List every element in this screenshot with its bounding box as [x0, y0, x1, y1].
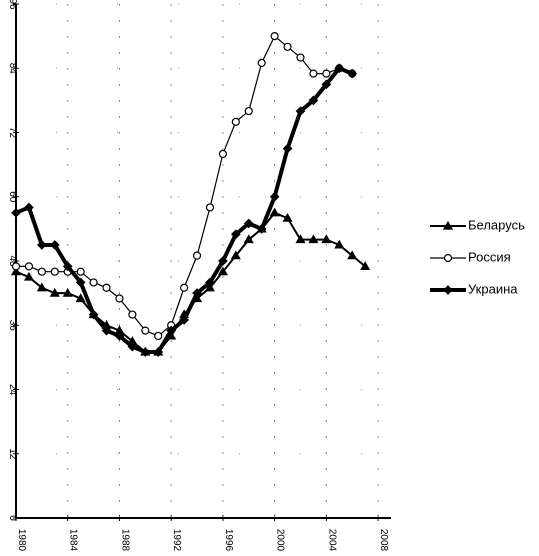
point	[114, 331, 125, 341]
point	[218, 256, 228, 266]
y-tick-label: 72	[7, 127, 18, 139]
point	[321, 79, 332, 90]
legend-label: Беларусь	[468, 217, 525, 232]
point	[231, 117, 240, 126]
point	[49, 287, 60, 297]
point	[166, 325, 177, 336]
point	[296, 53, 305, 62]
point	[11, 207, 21, 218]
point	[204, 282, 215, 292]
x-tick-label: 1992	[171, 529, 182, 552]
point	[322, 69, 331, 78]
point	[283, 42, 292, 51]
point	[192, 288, 202, 298]
x-tick-label: 1980	[16, 529, 27, 552]
point	[334, 63, 345, 74]
point	[205, 203, 215, 212]
x-tick-label: 2000	[275, 529, 286, 552]
point	[102, 283, 111, 292]
x-tick-label: 1988	[119, 529, 130, 552]
point	[62, 261, 73, 272]
point	[347, 68, 358, 79]
y-tick-label: 0	[7, 515, 18, 521]
point	[50, 267, 59, 276]
point	[308, 95, 319, 106]
point	[37, 267, 46, 276]
y-tick-label: 36	[7, 320, 18, 332]
point	[244, 106, 253, 116]
point	[153, 347, 164, 357]
point	[243, 234, 254, 244]
y-tick-label: 96	[7, 0, 18, 10]
point	[218, 149, 227, 159]
point	[257, 58, 266, 67]
point	[282, 143, 293, 154]
x-tick-label: 1984	[68, 529, 79, 552]
point	[101, 325, 112, 336]
point	[443, 253, 453, 263]
point	[230, 229, 241, 240]
legend-label: Россия	[468, 249, 511, 264]
point	[230, 250, 241, 260]
point	[256, 224, 267, 234]
point	[180, 283, 189, 292]
point	[243, 218, 254, 229]
point	[334, 239, 345, 249]
point	[75, 277, 86, 288]
point	[36, 282, 47, 292]
y-tick-label: 60	[7, 191, 18, 203]
point	[443, 285, 453, 295]
point	[88, 309, 99, 320]
point	[24, 262, 34, 271]
point	[75, 293, 86, 303]
point	[321, 234, 332, 244]
point	[442, 220, 454, 230]
point	[37, 240, 47, 250]
point	[76, 267, 85, 276]
y-tick-label: 24	[7, 384, 18, 396]
point	[308, 234, 319, 244]
point	[10, 266, 22, 276]
point	[360, 261, 371, 270]
point	[269, 207, 280, 217]
point	[192, 251, 202, 260]
point	[269, 191, 280, 202]
point	[49, 240, 60, 250]
point	[115, 294, 124, 303]
point	[154, 331, 163, 341]
point	[89, 278, 98, 287]
point	[270, 32, 279, 41]
x-tick-label: 1996	[223, 529, 234, 552]
point	[282, 212, 293, 222]
x-tick-label: 2008	[378, 529, 389, 552]
series-line	[15, 211, 366, 354]
point	[23, 271, 34, 281]
point	[295, 106, 306, 116]
point	[62, 287, 73, 297]
point	[309, 69, 318, 78]
point	[141, 326, 150, 335]
point	[179, 315, 189, 325]
point	[217, 266, 228, 276]
y-tick-label: 84	[7, 63, 18, 75]
point	[295, 234, 306, 244]
point	[205, 277, 215, 288]
point	[347, 250, 358, 260]
legend-label: Украина	[468, 281, 518, 296]
point	[128, 310, 137, 319]
point	[24, 202, 34, 213]
x-tick-label: 2004	[326, 529, 337, 552]
point	[127, 341, 138, 352]
point	[140, 347, 151, 357]
point	[11, 262, 21, 271]
y-tick-label: 12	[7, 448, 18, 460]
y-tick-label: 48	[7, 255, 18, 267]
